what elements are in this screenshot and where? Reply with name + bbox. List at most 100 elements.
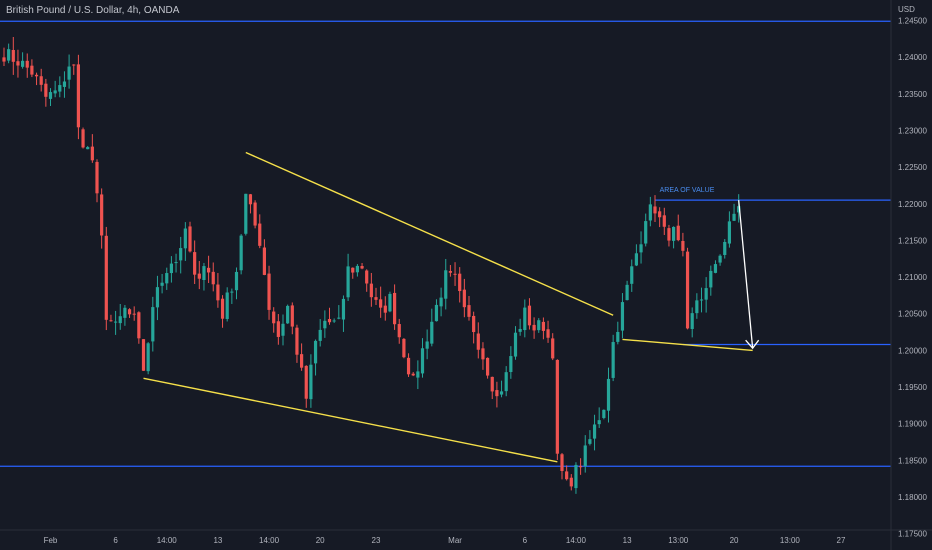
- candle-body: [151, 307, 155, 342]
- candle-body: [165, 273, 169, 284]
- candle-body: [355, 265, 359, 273]
- candle-body: [207, 267, 211, 273]
- candle-body: [155, 287, 160, 308]
- chart-title: British Pound / U.S. Dollar, 4h, OANDA: [6, 5, 180, 16]
- candle-body: [44, 83, 48, 97]
- candle-body: [690, 313, 694, 329]
- candle-body: [732, 213, 736, 221]
- y-tick-label: 1.19000: [898, 420, 927, 429]
- candle-body: [193, 252, 197, 275]
- candle-body: [86, 147, 90, 150]
- candle-body: [197, 273, 201, 279]
- candle-body: [341, 298, 346, 320]
- candle-body: [504, 372, 508, 392]
- candle-body: [411, 373, 415, 376]
- candle-body: [420, 348, 425, 374]
- candle-body: [434, 304, 439, 322]
- candle-body: [304, 365, 308, 399]
- candle-body: [579, 466, 583, 468]
- candle-body: [704, 288, 708, 300]
- candle-body: [574, 464, 578, 489]
- x-tick-label: Feb: [44, 536, 58, 545]
- candle-body: [662, 215, 666, 227]
- candle-body: [123, 307, 127, 318]
- candle-body: [258, 223, 262, 246]
- candle-body: [48, 92, 53, 99]
- candle-body: [676, 225, 680, 241]
- currency-label: USD: [898, 5, 915, 14]
- candle-body: [383, 305, 387, 313]
- candle-body: [653, 206, 657, 214]
- candle-body: [211, 271, 215, 285]
- candle-body: [509, 356, 513, 373]
- candle-body: [160, 282, 164, 286]
- candle-body: [672, 226, 676, 241]
- candle-body: [127, 309, 132, 315]
- candles: [2, 36, 741, 494]
- x-tick-label: 14:00: [157, 536, 178, 545]
- candle-body: [695, 300, 699, 314]
- y-tick-label: 1.24500: [898, 17, 927, 26]
- candle-body: [737, 206, 741, 213]
- price-axis[interactable]: USD 1.24500 1.24000 1.23500 1.23000 1.22500 1.…: [890, 0, 927, 550]
- candle-body: [379, 299, 383, 308]
- candle-body: [67, 66, 71, 80]
- candle-body: [658, 211, 662, 218]
- candle-body: [95, 161, 99, 194]
- candle-body: [327, 319, 332, 323]
- candle-body: [132, 313, 136, 315]
- candle-body: [360, 266, 364, 269]
- candle-body: [25, 60, 29, 68]
- candle-body: [369, 283, 373, 298]
- candle-body: [100, 194, 104, 236]
- candle-body: [537, 320, 541, 331]
- candle-body: [532, 324, 536, 331]
- candle-body: [272, 311, 276, 324]
- x-tick-label: Mar: [448, 536, 462, 545]
- x-tick-label: 20: [316, 536, 325, 545]
- candle-body: [569, 477, 573, 487]
- candle-body: [114, 321, 118, 323]
- candle-body: [402, 338, 406, 358]
- candle-body: [551, 338, 555, 359]
- candle-body: [467, 305, 471, 317]
- candle-body: [239, 235, 243, 271]
- candle-body: [7, 49, 11, 61]
- y-tick-label: 1.22500: [898, 163, 927, 172]
- candle-body: [495, 390, 499, 397]
- candle-body: [462, 289, 466, 308]
- candle-body: [397, 324, 401, 338]
- candle-body: [220, 298, 225, 319]
- candle-body: [30, 65, 34, 75]
- candle-body: [174, 262, 178, 264]
- candle-body: [699, 299, 704, 301]
- candle-body: [295, 327, 299, 355]
- candle-body: [267, 273, 271, 310]
- candle-body: [713, 264, 718, 273]
- time-axis[interactable]: Feb 6 14:00 13 14:00 20 23 Mar 6 14:00 13 13:00 20 13…: [0, 529, 932, 545]
- candle-body: [118, 316, 122, 324]
- candle-body: [2, 57, 6, 62]
- horizontal-levels: [0, 20, 891, 467]
- candle-body: [62, 81, 67, 87]
- area-of-value-label: AREA OF VALUE: [660, 187, 715, 194]
- candle-body: [555, 359, 559, 454]
- candle-body: [416, 371, 420, 378]
- candle-body: [439, 297, 443, 307]
- candle-body: [592, 424, 597, 439]
- candle-body: [606, 378, 611, 411]
- candle-body: [216, 284, 220, 301]
- candle-body: [644, 221, 648, 244]
- trend-line: [143, 377, 558, 463]
- candle-body: [588, 439, 592, 444]
- candle-body: [639, 244, 643, 253]
- candle-body: [393, 292, 397, 325]
- candle-body: [58, 85, 62, 92]
- y-tick-label: 1.23000: [898, 126, 927, 135]
- candle-body: [546, 329, 550, 338]
- candle-body: [486, 357, 490, 376]
- candle-body: [262, 247, 266, 275]
- x-tick-label: 13: [213, 536, 222, 545]
- x-tick-label: 20: [730, 536, 739, 545]
